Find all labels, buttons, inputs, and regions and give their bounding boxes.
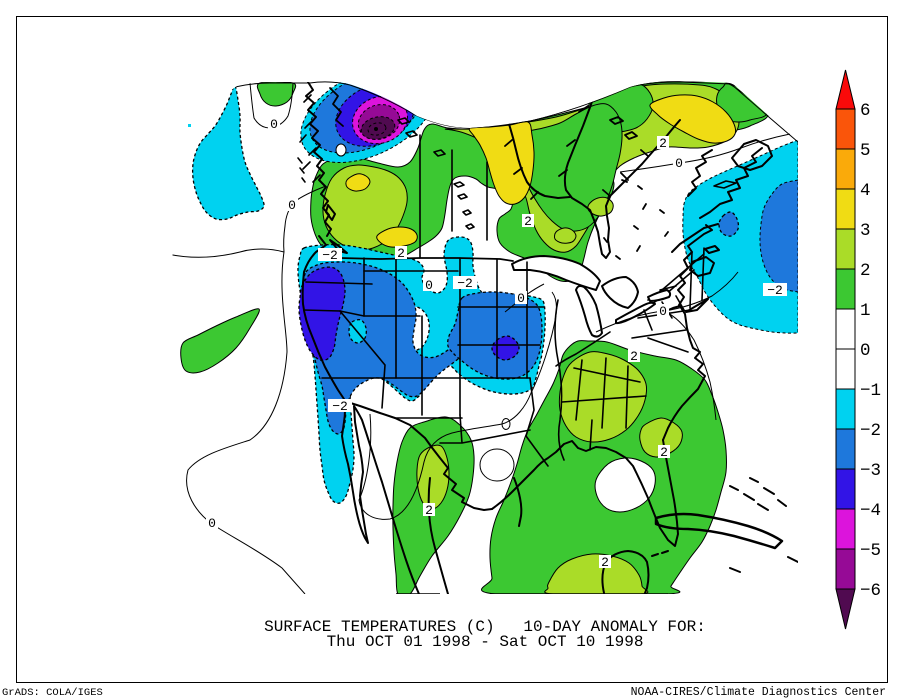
svg-text:0: 0: [517, 291, 525, 306]
svg-text:Thu OCT 01 1998 - Sat OCT 10 1: Thu OCT 01 1998 - Sat OCT 10 1998: [327, 633, 644, 651]
svg-text:−2: −2: [860, 421, 881, 441]
svg-text:2: 2: [524, 214, 532, 229]
svg-text:−3: −3: [860, 461, 881, 481]
svg-text:−4: −4: [860, 501, 881, 521]
svg-text:2: 2: [425, 503, 433, 518]
svg-text:GrADS: COLA/IGES: GrADS: COLA/IGES: [2, 687, 103, 699]
svg-text:0: 0: [425, 278, 433, 293]
svg-text:2: 2: [660, 445, 668, 460]
svg-text:−2: −2: [322, 248, 338, 263]
svg-text:2: 2: [860, 261, 871, 281]
svg-text:−1: −1: [860, 381, 881, 401]
svg-text:6: 6: [860, 101, 871, 121]
svg-text:0: 0: [675, 156, 683, 171]
svg-text:0: 0: [659, 304, 667, 319]
svg-text:5: 5: [860, 141, 871, 161]
svg-text:NOAA-CIRES/Climate Diagnostics: NOAA-CIRES/Climate Diagnostics Center: [631, 686, 886, 699]
svg-text:4: 4: [860, 181, 871, 201]
svg-text:0: 0: [860, 341, 871, 361]
svg-text:−6: −6: [860, 581, 881, 601]
svg-text:−2: −2: [767, 283, 783, 298]
svg-text:1: 1: [860, 301, 871, 321]
svg-text:3: 3: [860, 221, 871, 241]
svg-text:2: 2: [601, 555, 609, 570]
svg-text:0: 0: [270, 117, 278, 132]
svg-text:2: 2: [630, 349, 638, 364]
svg-text:−5: −5: [860, 541, 881, 561]
svg-text:0: 0: [208, 516, 216, 531]
svg-text:2: 2: [397, 246, 405, 261]
svg-text:−2: −2: [457, 276, 473, 291]
svg-text:0: 0: [288, 198, 296, 213]
svg-text:SURFACE TEMPERATURES (C) 10-: SURFACE TEMPERATURES (C) 10-DAY ANOMALY …: [264, 618, 706, 636]
svg-text:−2: −2: [332, 399, 348, 414]
svg-text:2: 2: [659, 136, 667, 151]
